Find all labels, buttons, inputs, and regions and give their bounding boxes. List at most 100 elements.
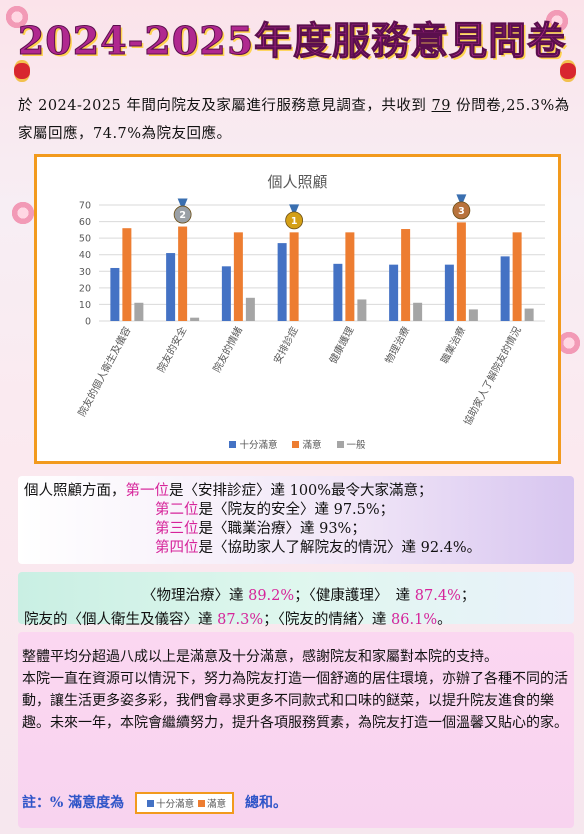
rank-label: 第二位: [155, 502, 199, 518]
rank-connector: 是: [198, 502, 214, 518]
medal-ribbon: [177, 198, 188, 211]
bar-chart: 0 10 20 30 40 50 60 70 院友的個人衛生及儀容 院友的安全 院友的情緒 安排診症健…: [75, 194, 545, 428]
medal-icon: [452, 201, 471, 220]
medal-label: 2: [179, 210, 186, 221]
rank-connector: 是: [169, 483, 184, 499]
x-tick-label: 院友的安全: [154, 324, 189, 374]
bar-average: [524, 308, 534, 321]
medal-icon: [173, 205, 192, 224]
summary-percent: 86.1%: [391, 612, 438, 628]
response-count: 79: [431, 98, 451, 114]
summary-row-1: 〈物理治療〉達 89.2%；〈健康護理〉 達 87.4%；: [24, 584, 572, 608]
bar-very-satisfied: [110, 267, 120, 321]
intro-text-end: 份問卷,25.3%為家屬回應，74.7%為院友回應。: [18, 98, 570, 142]
bar-average: [134, 302, 144, 321]
legend-swatch-blue: [147, 800, 155, 807]
ranking-row-3: 第三位是〈職業治療〉達 93%；: [155, 520, 366, 539]
rank-item: 〈安排診症〉達 100%最令大家滿意；: [183, 483, 433, 499]
y-tick-label: 20: [79, 283, 91, 294]
ranking-row-1: 個人照顧方面，第一位是〈安排診症〉達 100%最令大家滿意；: [24, 482, 433, 501]
ranking-row-2: 第二位是〈院友的安全〉達 97.5%；: [155, 501, 394, 520]
medal-label: 3: [458, 206, 465, 217]
summary-end: ；: [460, 588, 476, 604]
bar-very-satisfied: [277, 243, 287, 321]
bar-average: [190, 317, 200, 321]
intro-text-start: 於 2024-2025 年間向院友及家屬進行服務意見調查，共收到: [18, 98, 427, 114]
rank-label: 第一位: [125, 483, 170, 499]
bar-satisfied: [512, 232, 522, 321]
summary-percent: 89.2%: [248, 588, 295, 604]
summary-percent: 87.3%: [217, 612, 264, 628]
legend-swatch-orange: [292, 441, 300, 448]
bar-satisfied: [401, 229, 411, 321]
bar-satisfied: [178, 226, 188, 321]
summary-item: ；〈健康護理〉 達: [294, 588, 415, 604]
bar-satisfied: [233, 232, 243, 321]
rank-item: 〈協助家人了解院友的情況〉達 92.4%。: [213, 540, 482, 556]
bar-satisfied: [456, 222, 466, 321]
rank-connector: 是: [198, 540, 214, 556]
footnote-suffix: 總和。: [244, 795, 287, 811]
footnote-legend: 十分滿意 滿意: [135, 792, 235, 814]
chart-legend: 十分滿意 滿意 一般: [37, 437, 558, 451]
legend-label: 十分滿意: [239, 440, 278, 451]
medal-ribbon: [289, 204, 300, 217]
footnote-legend-a: 十分滿意: [156, 799, 195, 810]
x-tick-label: 安排診症: [271, 324, 301, 365]
rank-label: 第三位: [155, 521, 199, 537]
intro-paragraph: 於 2024-2025 年間向院友及家屬進行服務意見調查，共收到 79 份問卷,…: [18, 92, 578, 148]
y-tick-label: 10: [79, 300, 91, 311]
footnote-prefix: 註：% 滿意度為: [22, 795, 125, 811]
medal-label: 1: [291, 216, 298, 227]
closing-text: 整體平均分超過八成以上是滿意及十分滿意，感謝院友和家屬對本院的支持。 本院一直在…: [22, 646, 570, 734]
rank-label: 第四位: [155, 540, 199, 556]
x-tick-label: 健康護理: [326, 324, 356, 365]
page-title: 2024-2025年度服務意見問卷: [17, 18, 567, 64]
legend-swatch-gray: [336, 441, 344, 448]
summary-end: 。: [437, 612, 452, 628]
ranking-lead: 個人照顧方面，: [24, 483, 126, 499]
chart-frame: 個人照顧 0 10 20 30 40 50 60 70 院友的個人衛生及儀容 院友的安全 院友的情緒…: [34, 154, 561, 464]
y-tick-label: 70: [79, 201, 91, 212]
footnote: 註：% 滿意度為 十分滿意 滿意 總和。: [22, 792, 287, 814]
summary-text: 〈物理治療〉達 89.2%；〈健康護理〉 達 87.4%； 院友的〈個人衛生及儀…: [24, 584, 572, 632]
closing-panel: 整體平均分超過八成以上是滿意及十分滿意，感謝院友和家屬對本院的支持。 本院一直在…: [18, 632, 574, 828]
ranking-row-4: 第四位是〈協助家人了解院友的情況〉達 92.4%。: [155, 539, 481, 558]
x-tick-label: 院友的個人衛生及儀容: [75, 324, 133, 418]
bar-average: [468, 309, 478, 321]
chart-title: 個人照顧: [267, 173, 328, 191]
legend-swatch-orange: [198, 800, 206, 807]
bar-very-satisfied: [333, 263, 343, 321]
legend-swatch-blue: [229, 441, 237, 448]
ranking-panel: 個人照顧方面，第一位是〈安排診症〉達 100%最令大家滿意； 第二位是〈院友的安…: [18, 476, 574, 564]
x-tick-label: 物理治療: [382, 324, 412, 365]
bar-satisfied: [345, 232, 355, 321]
summary-item: 院友的〈個人衛生及儀容〉達: [24, 612, 218, 628]
y-tick-label: 40: [79, 250, 91, 261]
y-tick-label: 60: [79, 217, 91, 228]
bar-average: [413, 302, 423, 321]
y-tick-label: 50: [79, 234, 91, 245]
y-tick-label: 0: [85, 317, 91, 328]
legend-label: 一般: [346, 440, 366, 451]
bar-average: [357, 299, 367, 321]
y-tick-label: 30: [79, 267, 91, 278]
legend-average: 一般: [336, 440, 366, 451]
bar-very-satisfied: [389, 264, 399, 321]
closing-paragraph-2: 本院一直在資源可以情況下，努力為院友打造一個舒適的居住環境，亦辦了各種不同的活動…: [22, 671, 568, 731]
medal-icon: [285, 211, 304, 230]
blossom-decoration: [10, 200, 36, 226]
bar-very-satisfied: [444, 264, 454, 321]
summary-item: 〈物理治療〉達: [142, 588, 249, 604]
medal-ribbon: [456, 194, 467, 207]
summary-item: ；〈院友的情緒〉達: [263, 612, 392, 628]
bar-very-satisfied: [500, 256, 510, 321]
bar-satisfied: [122, 228, 132, 321]
bar-very-satisfied: [166, 253, 176, 321]
closing-paragraph-1: 整體平均分超過八成以上是滿意及十分滿意，感謝院友和家屬對本院的支持。: [22, 649, 498, 665]
summary-percent: 87.4%: [414, 588, 461, 604]
summary-row-2: 院友的〈個人衛生及儀容〉達 87.3%；〈院友的情緒〉達 86.1%。: [24, 608, 572, 632]
bar-average: [245, 297, 255, 321]
x-tick-label: 職業治療: [438, 324, 468, 365]
legend-satisfied: 滿意: [292, 440, 322, 451]
